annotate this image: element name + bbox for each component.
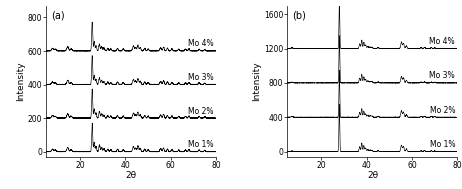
Text: Mo 1%: Mo 1% bbox=[430, 140, 455, 149]
Text: (b): (b) bbox=[292, 10, 306, 20]
Text: Mo 4%: Mo 4% bbox=[188, 39, 214, 48]
X-axis label: 2θ: 2θ bbox=[367, 171, 378, 180]
Y-axis label: Intensity: Intensity bbox=[252, 61, 261, 101]
Text: Mo 1%: Mo 1% bbox=[188, 140, 214, 149]
Text: Mo 4%: Mo 4% bbox=[430, 37, 455, 46]
X-axis label: 2θ: 2θ bbox=[126, 171, 137, 180]
Text: Mo 3%: Mo 3% bbox=[430, 71, 455, 80]
Y-axis label: Intensity: Intensity bbox=[16, 61, 24, 101]
Text: Mo 2%: Mo 2% bbox=[188, 107, 214, 115]
Text: Mo 2%: Mo 2% bbox=[430, 106, 455, 115]
Text: (a): (a) bbox=[51, 10, 65, 20]
Text: Mo 3%: Mo 3% bbox=[188, 73, 214, 82]
